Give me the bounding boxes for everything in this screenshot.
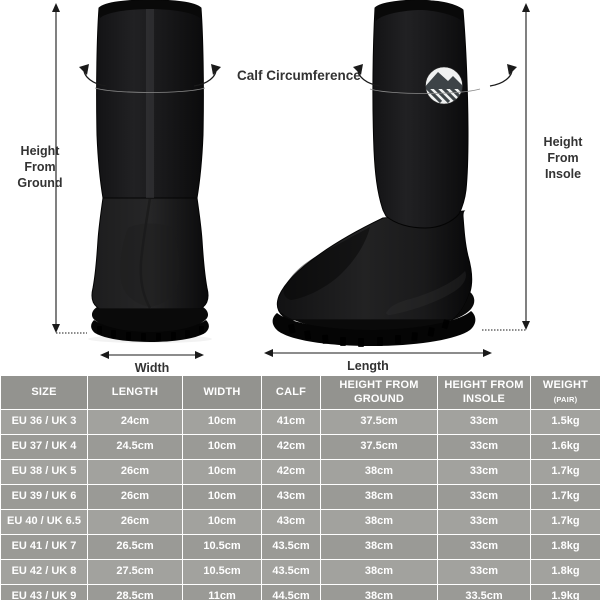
- svg-text:Height: Height: [544, 135, 584, 149]
- svg-text:Ground: Ground: [17, 176, 62, 190]
- svg-text:Length: Length: [347, 359, 389, 373]
- svg-text:Width: Width: [135, 361, 170, 375]
- svg-text:Height: Height: [21, 144, 61, 158]
- svg-text:From: From: [547, 151, 578, 165]
- svg-text:Calf Circumference: Calf Circumference: [237, 68, 361, 83]
- svg-text:From: From: [24, 160, 55, 174]
- svg-text:Insole: Insole: [545, 167, 581, 181]
